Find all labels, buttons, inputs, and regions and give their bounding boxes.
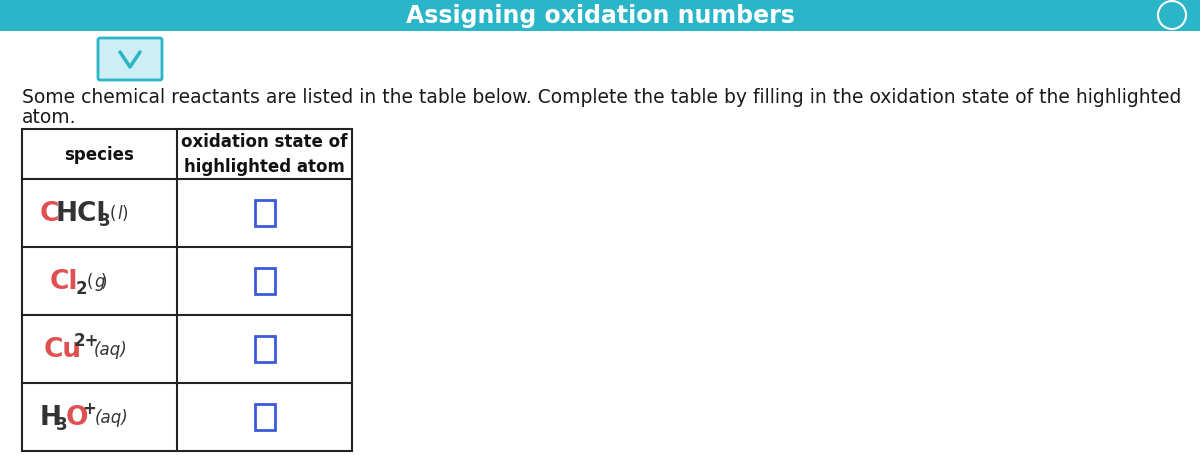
Text: (: (: [88, 273, 94, 290]
Bar: [254, 201, 275, 227]
Text: 3: 3: [98, 212, 110, 229]
Text: (aq): (aq): [94, 340, 127, 358]
Text: species: species: [65, 146, 134, 164]
Bar: [22, 130, 352, 451]
Text: ): ): [101, 273, 108, 290]
Text: Cl: Cl: [50, 268, 78, 294]
Text: (: (: [110, 205, 116, 222]
Text: 3: 3: [56, 415, 67, 433]
FancyBboxPatch shape: [98, 39, 162, 81]
Text: Cu: Cu: [44, 336, 82, 362]
Text: Assigning oxidation numbers: Assigning oxidation numbers: [406, 4, 794, 28]
Text: 2: 2: [76, 279, 88, 298]
Text: l: l: [118, 205, 121, 222]
Bar: [254, 336, 275, 362]
Text: +: +: [82, 399, 96, 417]
Bar: [0, 0, 1200, 32]
Text: H: H: [40, 404, 62, 430]
Bar: [254, 268, 275, 294]
Text: Some chemical reactants are listed in the table below. Complete the table by fil: Some chemical reactants are listed in th…: [22, 88, 1181, 107]
Text: HCl: HCl: [56, 201, 107, 227]
Text: O: O: [66, 404, 89, 430]
Text: 2+: 2+: [74, 331, 100, 349]
Text: atom.: atom.: [22, 108, 77, 127]
Bar: [254, 404, 275, 430]
Text: ): ): [122, 205, 128, 222]
Text: oxidation state of
highlighted atom: oxidation state of highlighted atom: [181, 133, 348, 176]
Text: (aq): (aq): [95, 408, 128, 426]
Text: g: g: [94, 273, 104, 290]
Text: C: C: [40, 201, 59, 227]
